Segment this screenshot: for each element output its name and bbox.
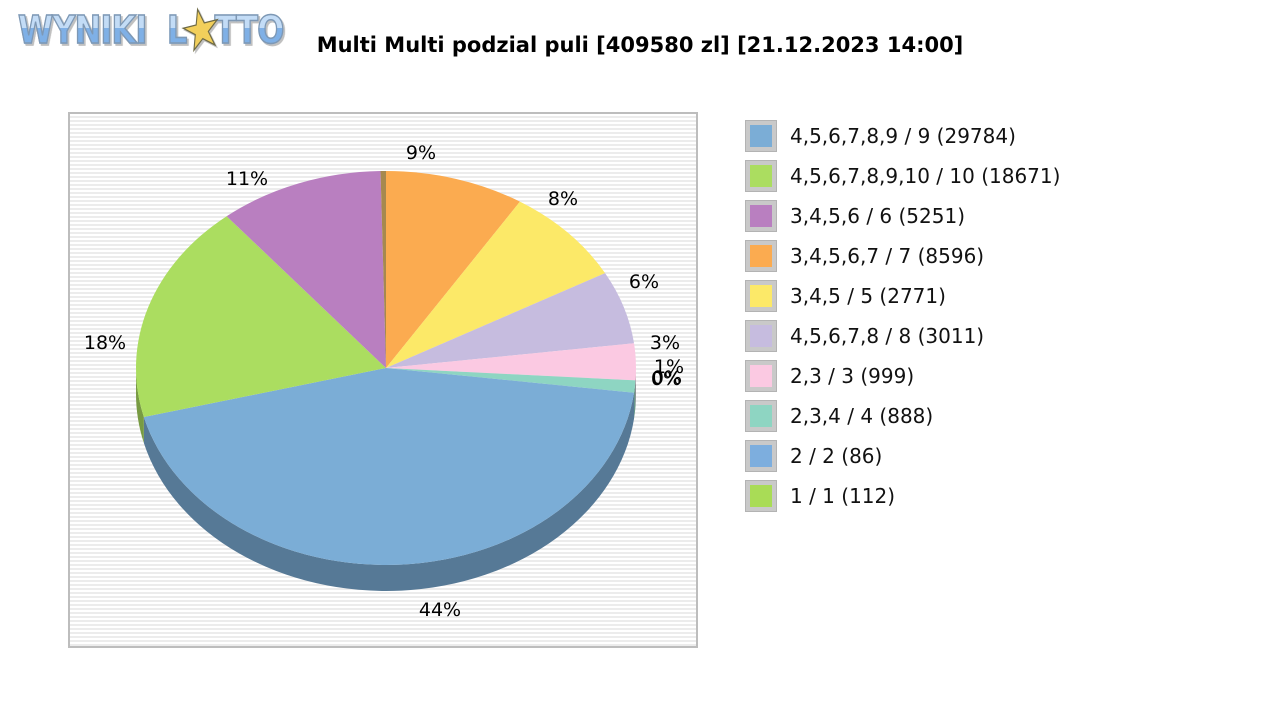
pie-percentage-label: 3% xyxy=(650,332,680,354)
legend-item: 3,4,5,6,7 / 7 (8596) xyxy=(746,236,1060,276)
legend-swatch-icon xyxy=(746,281,776,311)
pie-percentage-label: 0% xyxy=(652,367,682,389)
legend-item: 2,3,4 / 4 (888) xyxy=(746,396,1060,436)
legend-swatch-icon xyxy=(746,321,776,351)
logo-word-wyniki: WYNIKI xyxy=(17,7,148,53)
legend-swatch-icon xyxy=(746,161,776,191)
pie-percentage-label: 6% xyxy=(629,271,659,293)
legend-item: 4,5,6,7,8,9 / 9 (29784) xyxy=(746,116,1060,156)
legend-label: 2 / 2 (86) xyxy=(790,444,883,468)
pie-percentage-label: 18% xyxy=(84,332,126,354)
pie-slice xyxy=(386,201,606,368)
legend-item: 2 / 2 (86) xyxy=(746,436,1060,476)
logo-letter-l: L xyxy=(166,7,188,53)
legend-label: 4,5,6,7,8,9 / 9 (29784) xyxy=(790,124,1016,148)
pie-percentage-label: 44% xyxy=(419,599,461,621)
legend-label: 2,3,4 / 4 (888) xyxy=(790,404,934,428)
pie-slice xyxy=(380,171,386,368)
legend-swatch-icon xyxy=(746,201,776,231)
pie-slice-wall xyxy=(136,368,144,443)
pie-slice xyxy=(386,273,635,368)
legend-label: 3,4,5,6 / 6 (5251) xyxy=(790,204,966,228)
legend-swatch-icon xyxy=(746,441,776,471)
legend-item: 3,4,5,6 / 6 (5251) xyxy=(746,196,1060,236)
pie-slice xyxy=(386,343,636,381)
legend-label: 1 / 1 (112) xyxy=(790,484,896,508)
pie-slice-wall xyxy=(634,380,636,419)
legend-item: 4,5,6,7,8 / 8 (3011) xyxy=(746,316,1060,356)
legend-label: 3,4,5,6,7 / 7 (8596) xyxy=(790,244,985,268)
page-title: Multi Multi podzial puli [409580 zl] [21… xyxy=(316,33,964,57)
chart-panel: 44% 18% 11% 9% 8% 6% 3% 1% 0% 0% xyxy=(68,112,698,648)
legend-label: 3,4,5 / 5 (2771) xyxy=(790,284,946,308)
legend-swatch-icon xyxy=(746,481,776,511)
pie-slice xyxy=(386,368,636,393)
legend-swatch-icon xyxy=(746,401,776,431)
pie-slice-wall xyxy=(143,392,635,592)
chart-legend: 4,5,6,7,8,9 / 9 (29784) 4,5,6,7,8,9,10 / … xyxy=(746,116,1060,516)
pie-slice xyxy=(136,216,386,417)
pie-slice xyxy=(226,171,386,368)
legend-swatch-icon xyxy=(746,121,776,151)
pie-slice xyxy=(386,171,520,368)
legend-item: 4,5,6,7,8,9,10 / 10 (18671) xyxy=(746,156,1060,196)
pie-percentage-label: 11% xyxy=(226,168,268,190)
legend-label: 4,5,6,7,8,9,10 / 10 (18671) xyxy=(790,164,1061,188)
pie-percentage-label: 8% xyxy=(548,188,578,210)
legend-item: 3,4,5 / 5 (2771) xyxy=(746,276,1060,316)
wyniki-lotto-logo: WYNIKI L★TTO xyxy=(17,0,285,66)
pie-percentage-label: 1% xyxy=(654,356,684,378)
legend-item: 2,3 / 3 (999) xyxy=(746,356,1060,396)
legend-swatch-icon xyxy=(746,361,776,391)
pie-percentage-label: 9% xyxy=(406,142,436,164)
pie-chart: 44%18%11%9%8%6%3%1%0%0% xyxy=(84,142,684,621)
legend-label: 4,5,6,7,8 / 8 (3011) xyxy=(790,324,985,348)
legend-item: 1 / 1 (112) xyxy=(746,476,1060,516)
pie-slice xyxy=(143,368,635,566)
logo-word-tto: TTO xyxy=(214,7,285,53)
pie-percentage-label: 0% xyxy=(651,368,681,390)
legend-swatch-icon xyxy=(746,241,776,271)
legend-label: 2,3 / 3 (999) xyxy=(790,364,915,388)
